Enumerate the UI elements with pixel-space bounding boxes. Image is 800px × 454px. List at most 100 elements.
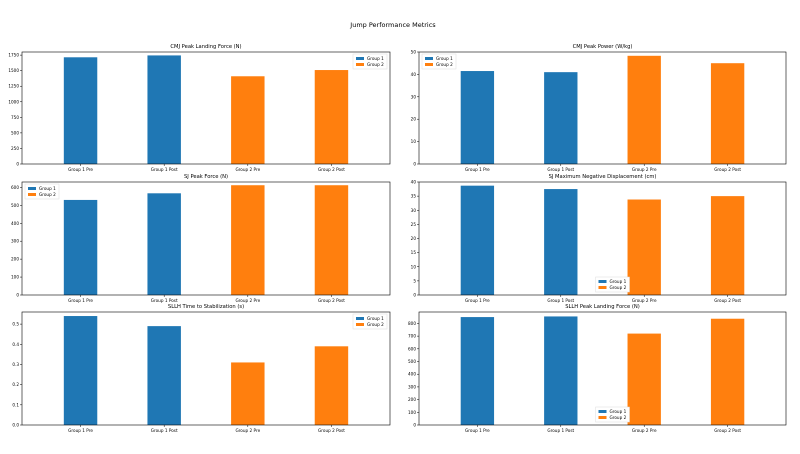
legend-swatch: [356, 323, 364, 326]
bar-group-1-pre: [460, 185, 495, 295]
legend-label: Group 1: [367, 316, 384, 321]
y-tick-label: 200: [408, 397, 416, 402]
x-tick-label: Group 2 Post: [318, 298, 345, 303]
y-tick-label: 20: [411, 236, 417, 241]
plot-frame: [21, 181, 391, 296]
legend-label: Group 1: [367, 56, 384, 61]
x-tick-label: Group 1 Post: [151, 167, 178, 172]
x-tick-label: Group 2 Pre: [235, 167, 260, 172]
y-tick-label: 1750: [8, 53, 19, 58]
bar-group-2-pre: [231, 362, 265, 425]
y-tick-label: 800: [408, 321, 416, 326]
y-tick-label: 1000: [8, 99, 19, 104]
plot-frame: [418, 51, 787, 165]
y-tick-label: 1250: [8, 84, 19, 89]
y-tick-label: 0.3: [12, 362, 19, 367]
bar-group-2-pre: [627, 199, 661, 295]
legend-swatch: [356, 63, 364, 66]
y-tick-label: 10: [411, 264, 417, 269]
y-tick-label: 600: [408, 346, 416, 351]
x-tick-label: Group 1 Pre: [68, 298, 93, 303]
bar-group-1-post: [544, 316, 578, 425]
y-tick-label: 15: [411, 250, 417, 255]
y-tick-label: 700: [408, 334, 416, 339]
chart-title: SJ Peak Force (N): [184, 174, 228, 180]
y-tick-label: 0: [16, 293, 19, 298]
legend-swatch: [356, 57, 364, 60]
x-tick-label: Group 1 Pre: [68, 167, 93, 172]
figure-title: Jump Performance Metrics: [349, 21, 436, 29]
chart-panel-1: CMJ Peak Landing Force (N) Group 1 Pre Gro…: [8, 44, 391, 172]
y-tick-label: 30: [411, 208, 417, 213]
chart-panel-2: CMJ Peak Power (W/kg) Group 1 Pre Group 1 …: [411, 44, 787, 172]
chart-panel-5: SLLH Time to Stabilization (s) Group 1 Pr…: [12, 304, 391, 433]
y-tick-label: 0: [16, 162, 19, 167]
bar-group-1-post: [544, 189, 578, 295]
bar-group-1-pre: [63, 57, 98, 164]
legend-label: Group 2: [610, 415, 627, 420]
x-tick-label: Group 1 Post: [547, 167, 574, 172]
y-tick-label: 0: [413, 162, 416, 167]
legend-label: Group 1: [39, 186, 56, 191]
y-tick-label: 30: [411, 94, 417, 99]
bar-group-2-post: [314, 346, 349, 425]
plot-frame: [21, 311, 391, 426]
x-tick-label: Group 1 Post: [151, 298, 178, 303]
y-tick-label: 40: [411, 180, 417, 185]
y-tick-label: 500: [11, 130, 19, 135]
plot-frame: [21, 51, 391, 165]
y-tick-label: 100: [11, 275, 19, 280]
legend-swatch: [598, 286, 607, 289]
bar-group-2-post: [710, 318, 745, 425]
y-tick-label: 600: [11, 185, 19, 190]
legend-swatch: [598, 280, 607, 283]
bar-group-1-post: [544, 72, 578, 164]
chart-panel-3: SJ Peak Force (N) Group 1 Pre Group 1 Post…: [11, 174, 391, 303]
y-tick-label: 500: [11, 203, 19, 208]
x-tick-label: Group 1 Pre: [465, 298, 490, 303]
x-tick-label: Group 2 Pre: [235, 298, 260, 303]
legend-swatch: [425, 57, 433, 60]
plot-frame: [418, 181, 787, 296]
legend-label: Group 1: [436, 56, 453, 61]
x-tick-label: Group 2 Pre: [632, 428, 657, 433]
y-tick-label: 50: [411, 50, 417, 55]
legend-label: Group 2: [610, 285, 627, 290]
y-tick-label: 750: [11, 115, 19, 120]
bar-group-2-pre: [231, 76, 265, 164]
y-tick-label: 0.4: [12, 342, 19, 347]
y-tick-label: 400: [11, 221, 19, 226]
chart-title: CMJ Peak Power (W/kg): [573, 44, 633, 50]
legend-swatch: [28, 187, 36, 190]
bar-group-1-pre: [63, 199, 98, 295]
x-tick-label: Group 2 Pre: [632, 167, 657, 172]
y-tick-label: 0.5: [12, 322, 19, 327]
y-tick-label: 0.0: [12, 423, 19, 428]
legend-label: Group 2: [367, 62, 384, 67]
x-tick-label: Group 2 Post: [318, 167, 345, 172]
x-tick-label: Group 2 Post: [714, 298, 741, 303]
x-tick-label: Group 1 Pre: [465, 428, 490, 433]
x-tick-label: Group 1 Pre: [68, 428, 93, 433]
y-tick-label: 300: [11, 239, 19, 244]
legend-swatch: [28, 193, 36, 196]
legend-label: Group 1: [610, 409, 627, 414]
bar-group-1-post: [147, 326, 181, 425]
y-tick-label: 10: [411, 139, 417, 144]
y-tick-label: 5: [413, 278, 416, 283]
y-tick-label: 100: [408, 410, 416, 415]
legend-label: Group 2: [436, 62, 453, 67]
x-tick-label: Group 2 Post: [714, 428, 741, 433]
chart-title: SLLH Time to Stabilization (s): [168, 304, 244, 310]
bar-group-1-pre: [460, 317, 495, 425]
y-tick-label: 1500: [8, 68, 19, 73]
y-tick-label: 300: [408, 384, 416, 389]
legend-swatch: [425, 63, 433, 66]
y-tick-label: 200: [11, 257, 19, 262]
legend-label: Group 2: [367, 322, 384, 327]
x-tick-label: Group 1 Post: [547, 428, 574, 433]
